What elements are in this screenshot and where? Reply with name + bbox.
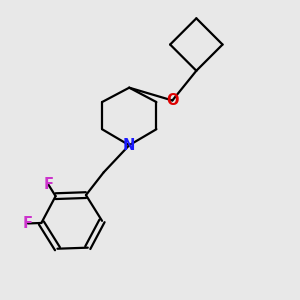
Text: F: F [23, 216, 33, 231]
Text: F: F [44, 177, 53, 192]
Text: O: O [166, 93, 178, 108]
Text: N: N [123, 138, 135, 153]
